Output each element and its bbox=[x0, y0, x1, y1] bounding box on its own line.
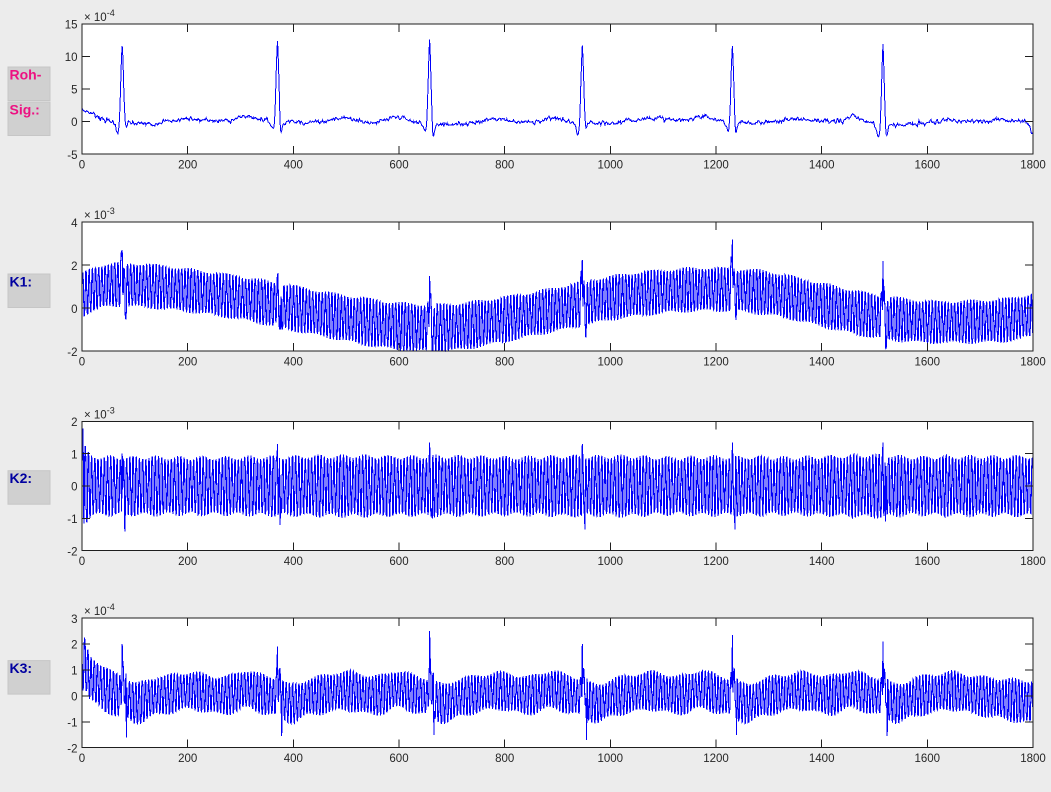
svg-text:0: 0 bbox=[79, 159, 85, 171]
svg-text:2: 2 bbox=[71, 417, 77, 429]
svg-text:1: 1 bbox=[71, 666, 77, 678]
svg-text:400: 400 bbox=[284, 356, 303, 368]
svg-text:200: 200 bbox=[178, 159, 197, 171]
svg-text:600: 600 bbox=[389, 159, 408, 171]
svg-text:-2: -2 bbox=[67, 347, 77, 359]
svg-text:K3:: K3: bbox=[10, 660, 33, 676]
svg-text:-2: -2 bbox=[67, 743, 77, 755]
svg-text:2: 2 bbox=[71, 640, 77, 652]
svg-text:1800: 1800 bbox=[1020, 556, 1046, 568]
svg-text:1600: 1600 bbox=[915, 556, 941, 568]
svg-text:200: 200 bbox=[178, 356, 197, 368]
svg-text:K2:: K2: bbox=[10, 470, 33, 486]
svg-text:1600: 1600 bbox=[915, 356, 941, 368]
svg-text:K1:: K1: bbox=[10, 274, 33, 290]
svg-text:4: 4 bbox=[71, 218, 78, 230]
svg-text:0: 0 bbox=[71, 692, 77, 704]
svg-text:10: 10 bbox=[65, 52, 78, 64]
svg-text:0: 0 bbox=[71, 304, 77, 316]
svg-text:5: 5 bbox=[71, 85, 77, 97]
svg-text:1400: 1400 bbox=[809, 556, 835, 568]
svg-text:800: 800 bbox=[495, 159, 514, 171]
svg-text:1200: 1200 bbox=[703, 753, 729, 765]
svg-text:600: 600 bbox=[389, 753, 408, 765]
svg-text:15: 15 bbox=[65, 20, 78, 32]
svg-text:1200: 1200 bbox=[703, 356, 729, 368]
svg-text:1600: 1600 bbox=[915, 159, 941, 171]
svg-text:1000: 1000 bbox=[598, 753, 624, 765]
svg-text:1400: 1400 bbox=[809, 159, 835, 171]
svg-text:3: 3 bbox=[71, 614, 77, 626]
svg-text:600: 600 bbox=[389, 556, 408, 568]
svg-text:800: 800 bbox=[495, 753, 514, 765]
svg-text:1800: 1800 bbox=[1020, 356, 1046, 368]
svg-text:1200: 1200 bbox=[703, 556, 729, 568]
svg-text:-2: -2 bbox=[67, 546, 77, 558]
svg-text:200: 200 bbox=[178, 753, 197, 765]
svg-text:1000: 1000 bbox=[598, 556, 624, 568]
svg-text:1800: 1800 bbox=[1020, 753, 1046, 765]
svg-text:0: 0 bbox=[79, 556, 85, 568]
svg-text:800: 800 bbox=[495, 556, 514, 568]
svg-text:-5: -5 bbox=[67, 150, 77, 162]
svg-text:0: 0 bbox=[71, 117, 77, 129]
svg-text:1000: 1000 bbox=[598, 356, 624, 368]
svg-text:600: 600 bbox=[389, 356, 408, 368]
svg-text:-1: -1 bbox=[67, 717, 77, 729]
svg-text:1800: 1800 bbox=[1020, 159, 1046, 171]
svg-text:2: 2 bbox=[71, 261, 77, 273]
svg-text:200: 200 bbox=[178, 556, 197, 568]
svg-text:400: 400 bbox=[284, 556, 303, 568]
svg-text:-1: -1 bbox=[67, 514, 77, 526]
svg-text:400: 400 bbox=[284, 753, 303, 765]
svg-text:Roh-: Roh- bbox=[10, 67, 42, 83]
svg-text:Sig.:: Sig.: bbox=[10, 102, 40, 118]
svg-text:400: 400 bbox=[284, 159, 303, 171]
svg-text:0: 0 bbox=[79, 753, 85, 765]
svg-text:1600: 1600 bbox=[915, 753, 941, 765]
svg-text:800: 800 bbox=[495, 356, 514, 368]
svg-text:1000: 1000 bbox=[598, 159, 624, 171]
svg-text:0: 0 bbox=[79, 356, 85, 368]
svg-text:1400: 1400 bbox=[809, 356, 835, 368]
svg-text:1: 1 bbox=[71, 449, 77, 461]
svg-text:0: 0 bbox=[71, 482, 77, 494]
svg-text:1400: 1400 bbox=[809, 753, 835, 765]
svg-text:1200: 1200 bbox=[703, 159, 729, 171]
